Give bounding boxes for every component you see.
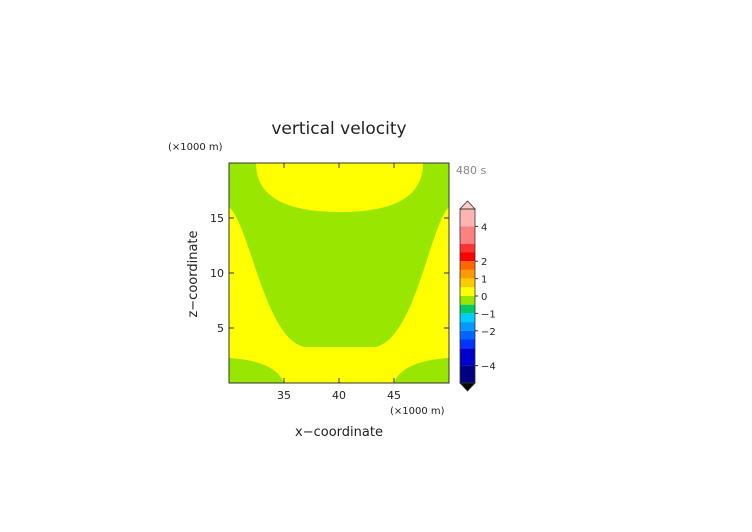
negative-velocity-field	[229, 163, 449, 347]
colorbar-label: −4	[481, 362, 496, 373]
colorbar-band	[460, 226, 475, 244]
x-tick-label: 45	[387, 389, 401, 402]
colorbar-band	[460, 322, 475, 331]
colorbar-band	[460, 287, 475, 296]
colorbar-band	[460, 269, 475, 279]
colorbar-label: 4	[481, 222, 487, 233]
x-axis-ticks: 35 40 45	[277, 163, 401, 402]
colorbar-label: 0	[481, 292, 487, 303]
colorbar-band	[460, 278, 475, 288]
colorbar-label: −2	[481, 327, 496, 338]
colorbar-band	[460, 209, 475, 227]
y-tick-label: 15	[210, 212, 224, 225]
x-tick-label: 35	[277, 389, 291, 402]
colorbar-over-triangle	[459, 200, 476, 210]
chart-title: vertical velocity	[271, 119, 406, 139]
colorbar-band	[460, 304, 475, 314]
negative-velocity-field-bottom	[229, 358, 449, 383]
colorbar-band	[460, 243, 475, 253]
y-axis-ticks: 5 10 15	[210, 212, 449, 335]
x-tick-label: 40	[332, 389, 346, 402]
plot-area	[228, 162, 450, 384]
colorbar-band	[460, 365, 475, 383]
time-label: 480 s	[456, 164, 486, 177]
x-axis-label: x−coordinate	[295, 425, 383, 440]
colorbar-band	[460, 330, 475, 340]
x-axis-unit: (×1000 m)	[390, 406, 445, 417]
y-axis-label: z−coordinate	[186, 230, 201, 317]
colorbar-band	[460, 261, 475, 270]
colorbar-band	[460, 252, 475, 262]
colorbar-label: 2	[481, 257, 487, 268]
colorbar-label: 1	[481, 275, 487, 286]
y-tick-label: 10	[210, 267, 224, 280]
y-axis-unit: (×1000 m)	[168, 142, 223, 153]
colorbar-under-triangle	[459, 382, 476, 392]
colorbar-band	[460, 313, 475, 323]
colorbar-band	[460, 339, 475, 349]
colorbar: 4 2 1 0 −1 −2 −4	[459, 200, 496, 392]
colorbar-band	[460, 348, 475, 366]
y-tick-label: 5	[217, 322, 224, 335]
colorbar-label: −1	[481, 309, 496, 320]
colorbar-band	[460, 296, 475, 305]
